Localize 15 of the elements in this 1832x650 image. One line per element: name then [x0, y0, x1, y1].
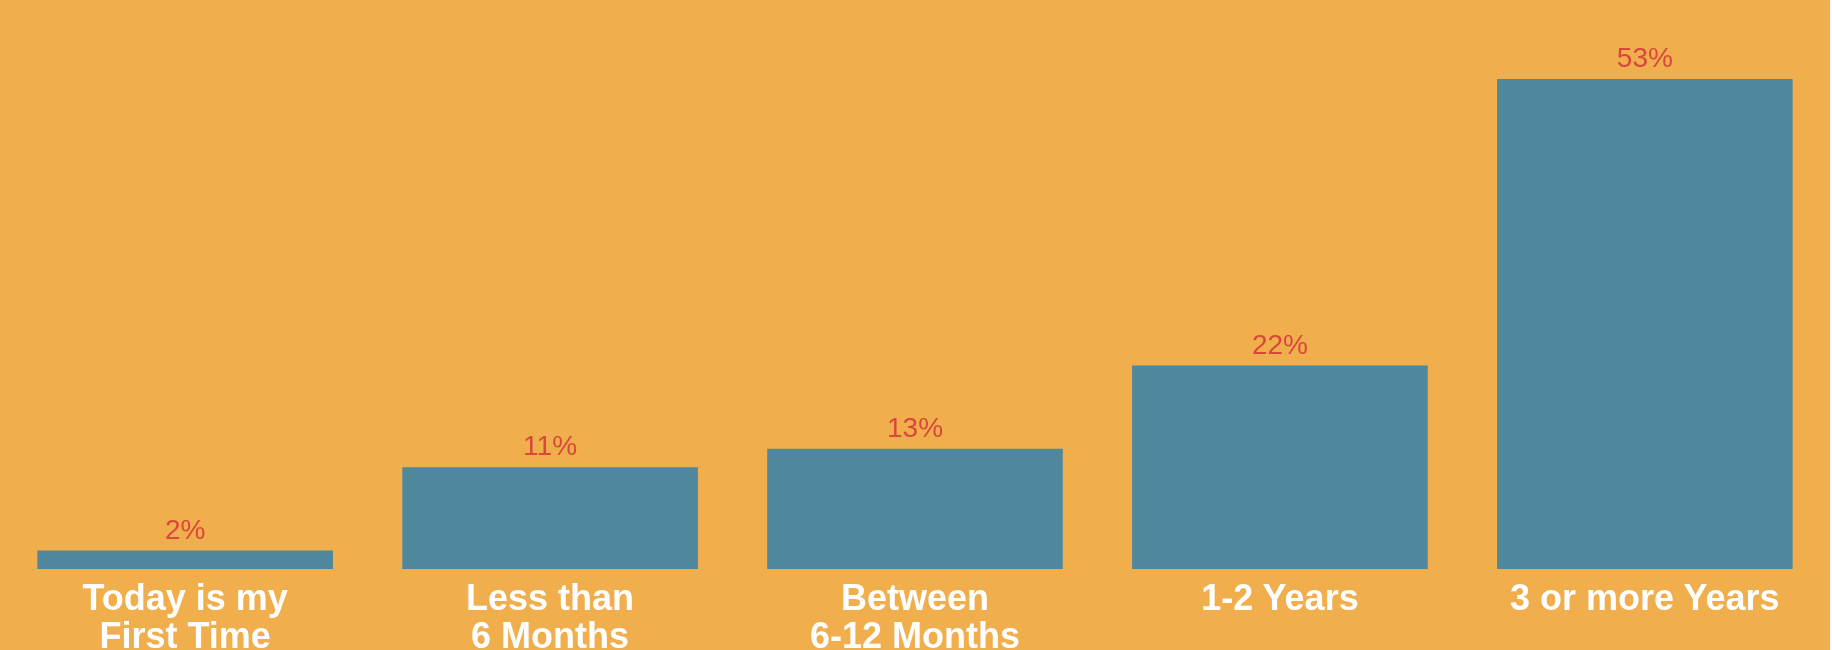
bar: [767, 448, 1063, 569]
x-tick-label: Between 6-12 Months: [809, 576, 1021, 650]
data-label: 2%: [164, 513, 206, 545]
bar: [37, 550, 333, 569]
bar: [1132, 365, 1428, 569]
x-tick-label: 3 or more Years: [1510, 576, 1780, 618]
x-tick-label: Less than 6 Months: [466, 576, 635, 650]
data-label: 11%: [523, 430, 578, 462]
data-label: 53%: [1616, 42, 1673, 73]
bar: [402, 467, 698, 569]
data-label: 13%: [886, 411, 944, 443]
bar: [1497, 79, 1793, 569]
data-label: 22%: [1251, 328, 1308, 360]
x-tick-label: 1-2 Years: [1201, 576, 1359, 618]
x-tick-label: Today is my First Time: [82, 576, 288, 650]
